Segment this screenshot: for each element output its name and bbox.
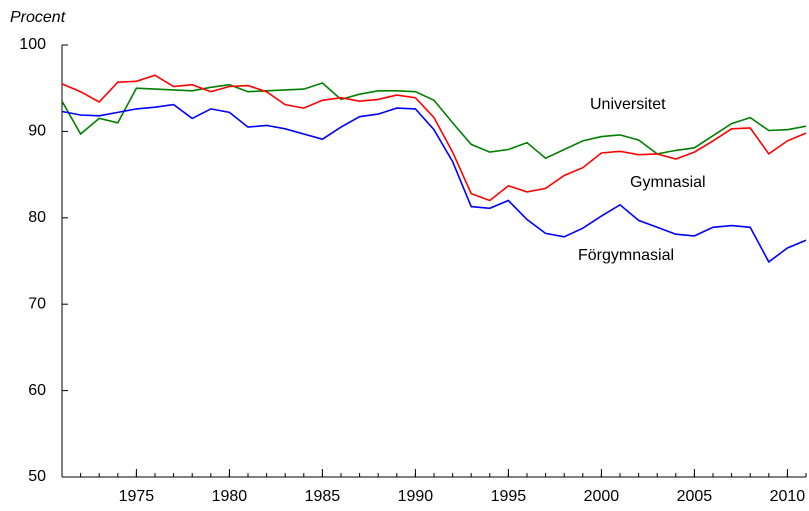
x-tick-label: 1975 [119, 488, 155, 505]
series-line [61, 82, 807, 160]
series-label: Förgymnasial [578, 247, 674, 264]
x-tick-label: 1990 [398, 488, 434, 505]
y-tick-label: 60 [28, 382, 46, 399]
y-tick-label: 90 [28, 123, 46, 140]
x-tick-label: 1985 [305, 488, 341, 505]
x-tick-label: 1980 [212, 488, 248, 505]
y-tick-label: 80 [28, 209, 46, 226]
x-tick-label: 2010 [770, 488, 806, 505]
y-axis-title: Procent [10, 9, 66, 26]
x-tick-label: 1995 [491, 488, 527, 505]
x-tick-label: 2000 [584, 488, 620, 505]
series-label: Universitet [590, 96, 666, 113]
series-label: Gymnasial [630, 174, 706, 191]
y-tick-label: 100 [19, 36, 46, 53]
series-line [61, 103, 807, 264]
y-tick-label: 50 [28, 468, 46, 485]
series-line [61, 74, 807, 202]
y-tick-label: 70 [28, 295, 46, 312]
x-tick-label: 2005 [677, 488, 713, 505]
